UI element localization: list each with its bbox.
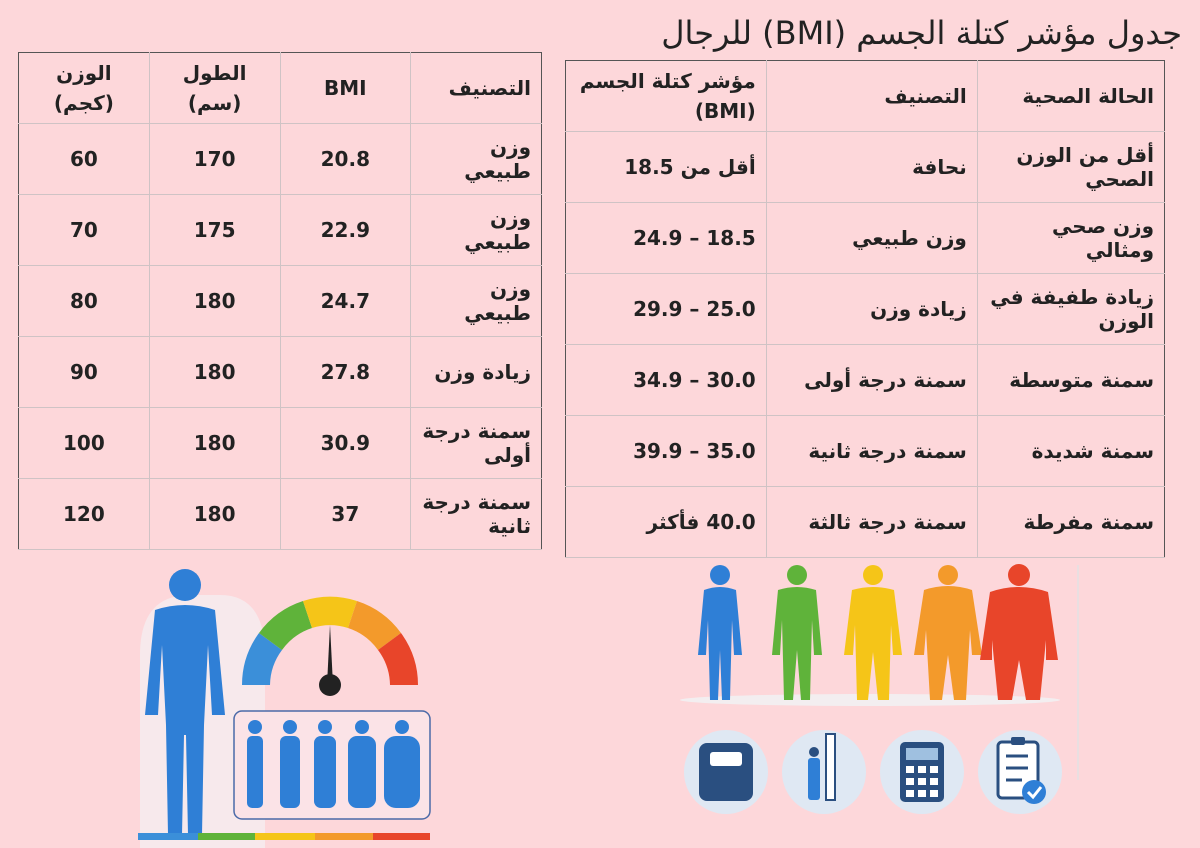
table-cell: 180	[148, 336, 280, 408]
body-silhouette-icon	[145, 569, 225, 835]
table-cell: سمنة مفرطة	[976, 486, 1165, 558]
table-cell: 25.0 – 29.9	[565, 273, 767, 345]
table-cell: سمنة درجة أولى	[765, 344, 978, 416]
table-cell: 18.5 – 24.9	[565, 202, 767, 274]
table-cell: 40.0 فأكثر	[565, 486, 767, 558]
color-scale-bar	[138, 833, 430, 840]
height-ruler-icon	[782, 730, 866, 814]
table-cell: سمنة درجة أولى	[410, 407, 542, 479]
table-cell: 90	[18, 336, 150, 408]
figure-underweight	[698, 565, 742, 700]
table-cell: 180	[148, 265, 280, 337]
table-cell: وزن طبيعي	[410, 194, 542, 266]
table-cell: زيادة وزن	[410, 336, 542, 408]
table-cell: زيادة وزن	[765, 273, 978, 345]
table-cell: وزن طبيعي	[765, 202, 978, 274]
figure-overweight	[844, 565, 902, 700]
bmi-ranges-table: الحالة الصحية التصنيف مؤشر كتلة الجسم (B…	[565, 60, 1165, 558]
scale-icon	[684, 730, 768, 814]
table-cell: 70	[18, 194, 150, 266]
table-cell: نحافة	[765, 131, 978, 203]
header-classification: التصنيف	[410, 52, 542, 124]
table-cell: 80	[18, 265, 150, 337]
page-title: جدول مؤشر كتلة الجسم (BMI) للرجال	[661, 14, 1182, 52]
table-cell: 180	[148, 407, 280, 479]
table-row: أقل من الوزن الصحي نحافة أقل من 18.5	[565, 131, 1165, 203]
bmi-examples-table: التصنيف BMI الطول (سم) الوزن (كجم) وزن ط…	[18, 52, 542, 550]
table-cell: أقل من 18.5	[565, 131, 767, 203]
figure-severely-obese	[980, 564, 1058, 700]
table-cell: أقل من الوزن الصحي	[976, 131, 1165, 203]
figure-normal	[772, 565, 822, 700]
clipboard-check-icon	[978, 730, 1062, 814]
header-health-status: الحالة الصحية	[976, 60, 1165, 132]
figure-obese	[914, 565, 982, 700]
table-cell: وزن صحي ومثالي	[976, 202, 1165, 274]
table-cell: 35.0 – 39.9	[565, 415, 767, 487]
table-row: سمنة مفرطة سمنة درجة ثالثة 40.0 فأكثر	[565, 486, 1165, 558]
table-header-row: التصنيف BMI الطول (سم) الوزن (كجم)	[18, 52, 542, 124]
table-cell: 37	[279, 478, 411, 550]
table-row: وزن طبيعي 22.9 175 70	[18, 194, 542, 266]
header-weight: الوزن (كجم)	[18, 52, 150, 124]
figures-icons-illustration	[680, 564, 1079, 814]
table-cell: 60	[18, 123, 150, 195]
table-cell: 120	[18, 478, 150, 550]
header-bmi: مؤشر كتلة الجسم (BMI)	[565, 60, 767, 132]
table-header-row: الحالة الصحية التصنيف مؤشر كتلة الجسم (B…	[565, 60, 1165, 132]
gauge-icon	[242, 596, 418, 696]
table-cell: زيادة طفيفة في الوزن	[976, 273, 1165, 345]
table-row: وزن صحي ومثالي وزن طبيعي 18.5 – 24.9	[565, 202, 1165, 274]
table-cell: 180	[148, 478, 280, 550]
table-cell: وزن طبيعي	[410, 265, 542, 337]
table-cell: 22.9	[279, 194, 411, 266]
table-row: زيادة طفيفة في الوزن زيادة وزن 25.0 – 29.9	[565, 273, 1165, 345]
table-row: سمنة متوسطة سمنة درجة أولى 30.0 – 34.9	[565, 344, 1165, 416]
table-cell: 170	[148, 123, 280, 195]
calculator-icon	[880, 730, 964, 814]
body-gauge-illustration	[138, 569, 431, 848]
table-cell: سمنة درجة ثالثة	[765, 486, 978, 558]
table-cell: 20.8	[279, 123, 411, 195]
table-cell: 175	[148, 194, 280, 266]
header-bmi: BMI	[279, 52, 411, 124]
table-cell: 30.9	[279, 407, 411, 479]
table-row: سمنة درجة أولى 30.9 180 100	[18, 407, 542, 479]
table-cell: سمنة درجة ثانية	[765, 415, 978, 487]
table-cell: 27.8	[279, 336, 411, 408]
body-types-panel	[233, 710, 431, 820]
table-cell: سمنة درجة ثانية	[410, 478, 542, 550]
header-classification: التصنيف	[765, 60, 978, 132]
table-row: زيادة وزن 27.8 180 90	[18, 336, 542, 408]
table-row: سمنة درجة ثانية 37 180 120	[18, 478, 542, 550]
table-row: وزن طبيعي 20.8 170 60	[18, 123, 542, 195]
table-cell: سمنة شديدة	[976, 415, 1165, 487]
table-cell: وزن طبيعي	[410, 123, 542, 195]
table-row: وزن طبيعي 24.7 180 80	[18, 265, 542, 337]
table-cell: 100	[18, 407, 150, 479]
table-row: سمنة شديدة سمنة درجة ثانية 35.0 – 39.9	[565, 415, 1165, 487]
header-height: الطول (سم)	[148, 52, 280, 124]
table-cell: 24.7	[279, 265, 411, 337]
table-cell: سمنة متوسطة	[976, 344, 1165, 416]
table-cell: 30.0 – 34.9	[565, 344, 767, 416]
